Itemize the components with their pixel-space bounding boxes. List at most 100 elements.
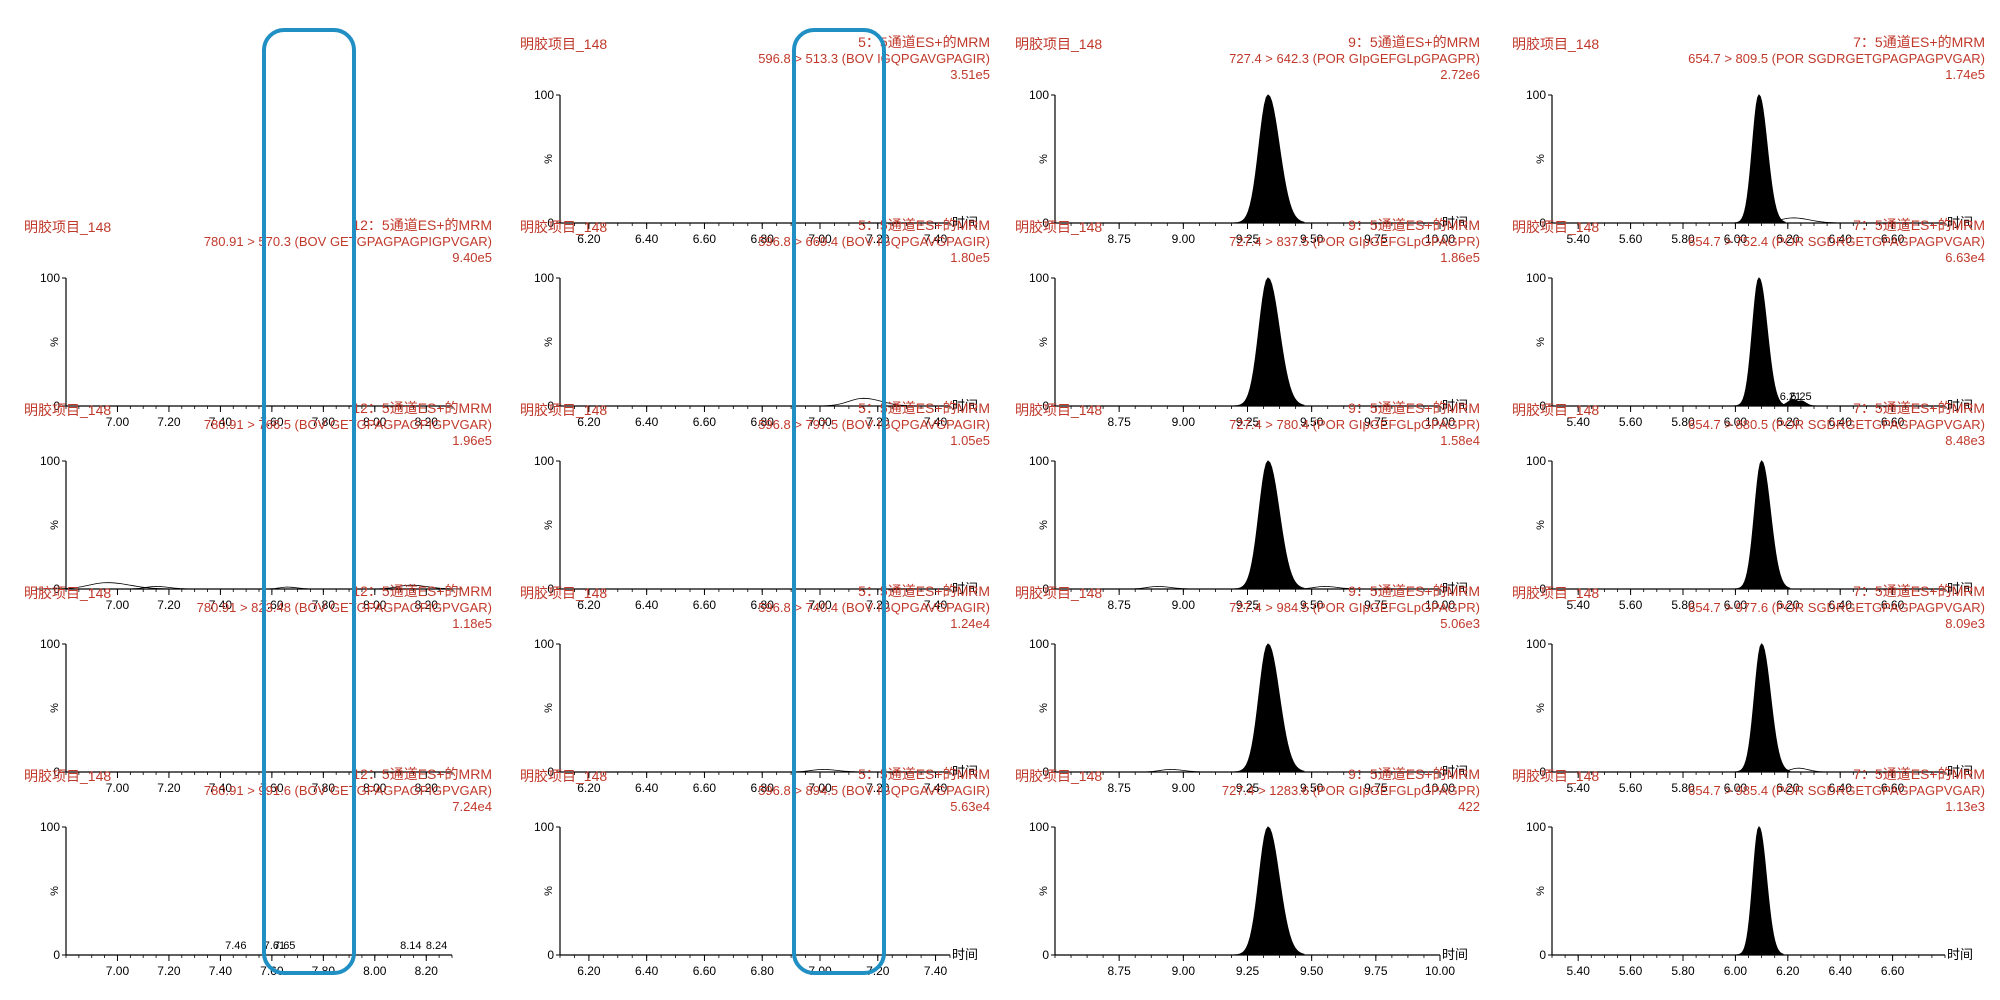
channel-label: 12：5通道ES+的MRM xyxy=(352,217,492,233)
x-tick-label: 9.75 xyxy=(1364,415,1388,429)
sample-name: 明胶项目_148 xyxy=(24,768,111,784)
chromatogram-peak xyxy=(1231,94,1305,224)
chromatogram-peak xyxy=(1766,767,1831,773)
intensity-label: 2.72e6 xyxy=(1440,67,1480,82)
intensity-label: 1.24e4 xyxy=(950,616,990,631)
chromatogram-peak xyxy=(1129,769,1212,773)
channel-label: 12：5通道ES+的MRM xyxy=(352,583,492,599)
x-tick-label: 7.00 xyxy=(808,964,832,978)
x-tick-label: 6.60 xyxy=(693,964,717,978)
transition-label: 596.8 > 894.5 (BOV IGQPGAVGPAGIR) xyxy=(758,783,990,798)
x-tick-label: 5.60 xyxy=(1619,415,1643,429)
y-axis-label: % xyxy=(543,337,555,347)
channel-label: 12：5通道ES+的MRM xyxy=(352,766,492,782)
y-tick-label: 100 xyxy=(534,637,554,651)
x-tick-label: 7.20 xyxy=(157,415,181,429)
x-tick-label: 6.00 xyxy=(1724,598,1748,612)
y-axis-label: % xyxy=(543,520,555,530)
channel-label: 7：5通道ES+的MRM xyxy=(1853,766,1985,782)
x-axis-label: 时间 xyxy=(1947,947,1973,962)
x-tick-label: 8.00 xyxy=(363,598,387,612)
x-tick-label: 8.00 xyxy=(363,964,387,978)
intensity-label: 3.51e5 xyxy=(950,67,990,82)
transition-label: 654.7 > 752.4 (POR SGDRGETGPAGPAGPVGAR) xyxy=(1688,234,1985,249)
channel-label: 12：5通道ES+的MRM xyxy=(352,400,492,416)
x-tick-label: 7.80 xyxy=(312,598,336,612)
x-tick-label: 10.00 xyxy=(1425,415,1455,429)
intensity-label: 8.48e3 xyxy=(1945,433,1985,448)
x-axis-label: 时间 xyxy=(1947,764,1973,779)
y-axis-label: % xyxy=(543,886,555,896)
x-tick-label: 9.50 xyxy=(1300,598,1324,612)
x-tick-label: 6.60 xyxy=(1881,415,1905,429)
x-axis-label: 时间 xyxy=(1442,398,1468,413)
transition-label: 780.91 > 823.48 (BOV GETGPAGPAGPIGPVGAR) xyxy=(197,600,492,615)
transition-label: 727.4 > 1283.6 (POR GIpGEFGLpGPAGPR) xyxy=(1222,783,1480,798)
x-tick-label: 7.40 xyxy=(924,781,948,795)
x-tick-label: 7.40 xyxy=(209,781,233,795)
y-tick-label: 100 xyxy=(1029,454,1049,468)
y-axis-label: % xyxy=(1038,703,1050,713)
y-tick-label: 0 xyxy=(547,765,554,779)
x-tick-label: 6.20 xyxy=(1776,415,1800,429)
x-tick-label: 8.75 xyxy=(1107,415,1131,429)
transition-label: 780.91 > 766.5 (BOV GETGPAGPAGPIGPVGAR) xyxy=(204,417,492,432)
transition-label: 727.4 > 642.3 (POR GIpGEFGLpGPAGPR) xyxy=(1229,51,1480,66)
intensity-label: 422 xyxy=(1458,799,1480,814)
y-axis-label: % xyxy=(1535,703,1547,713)
y-tick-label: 100 xyxy=(1526,820,1546,834)
x-axis-label: 时间 xyxy=(1442,215,1468,230)
x-tick-label: 6.60 xyxy=(1881,964,1905,978)
chromatogram-peak xyxy=(1732,643,1791,773)
sample-name: 明胶项目_148 xyxy=(1512,219,1599,235)
x-tick-label: 8.75 xyxy=(1107,232,1131,246)
transition-label: 596.8 > 513.3 (BOV IGQPGAVGPAGIR) xyxy=(758,51,990,66)
x-tick-label: 6.00 xyxy=(1724,781,1748,795)
x-tick-label: 7.80 xyxy=(312,415,336,429)
x-tick-label: 5.60 xyxy=(1619,781,1643,795)
x-tick-label: 6.20 xyxy=(1776,232,1800,246)
transition-label: 654.7 > 977.6 (POR SGDRGETGPAGPAGPVGAR) xyxy=(1688,600,1985,615)
sample-name: 明胶项目_148 xyxy=(24,402,111,418)
sample-name: 明胶项目_148 xyxy=(1015,402,1102,418)
sample-name: 明胶项目_148 xyxy=(1512,402,1599,418)
x-tick-label: 5.40 xyxy=(1567,598,1591,612)
x-tick-label: 7.80 xyxy=(312,964,336,978)
x-axis-label: 时间 xyxy=(952,398,978,413)
x-tick-label: 7.40 xyxy=(924,598,948,612)
y-tick-label: 100 xyxy=(1526,454,1546,468)
channel-label: 7：5通道ES+的MRM xyxy=(1853,583,1985,599)
y-tick-label: 100 xyxy=(40,637,60,651)
intensity-label: 5.06e3 xyxy=(1440,616,1480,631)
peak-label: 7.65 xyxy=(274,940,295,952)
x-tick-label: 5.40 xyxy=(1567,415,1591,429)
x-tick-label: 6.00 xyxy=(1724,232,1748,246)
x-tick-label: 9.25 xyxy=(1236,232,1260,246)
x-tick-label: 6.80 xyxy=(751,415,775,429)
x-tick-label: 8.75 xyxy=(1107,781,1131,795)
x-tick-label: 8.20 xyxy=(415,964,439,978)
x-axis-label: 时间 xyxy=(952,581,978,596)
chromatogram-peak xyxy=(256,586,319,590)
x-tick-label: 8.75 xyxy=(1107,964,1131,978)
y-tick-label: 100 xyxy=(40,271,60,285)
channel-label: 7：5通道ES+的MRM xyxy=(1853,34,1985,50)
y-tick-label: 0 xyxy=(1042,948,1049,962)
x-tick-label: 8.20 xyxy=(415,598,439,612)
transition-label: 654.7 > 809.5 (POR SGDRGETGPAGPAGPVGAR) xyxy=(1688,51,1985,66)
x-tick-label: 9.00 xyxy=(1172,415,1196,429)
x-tick-label: 9.25 xyxy=(1236,781,1260,795)
intensity-label: 1.05e5 xyxy=(950,433,990,448)
y-tick-label: 0 xyxy=(1042,765,1049,779)
x-tick-label: 6.60 xyxy=(693,781,717,795)
chromatogram-peak xyxy=(1732,460,1791,590)
y-axis-label: % xyxy=(1535,154,1547,164)
chromatogram-peak xyxy=(114,586,198,590)
y-tick-label: 0 xyxy=(547,216,554,230)
chromatogram-peak xyxy=(1732,277,1786,407)
x-tick-label: 7.00 xyxy=(106,415,130,429)
